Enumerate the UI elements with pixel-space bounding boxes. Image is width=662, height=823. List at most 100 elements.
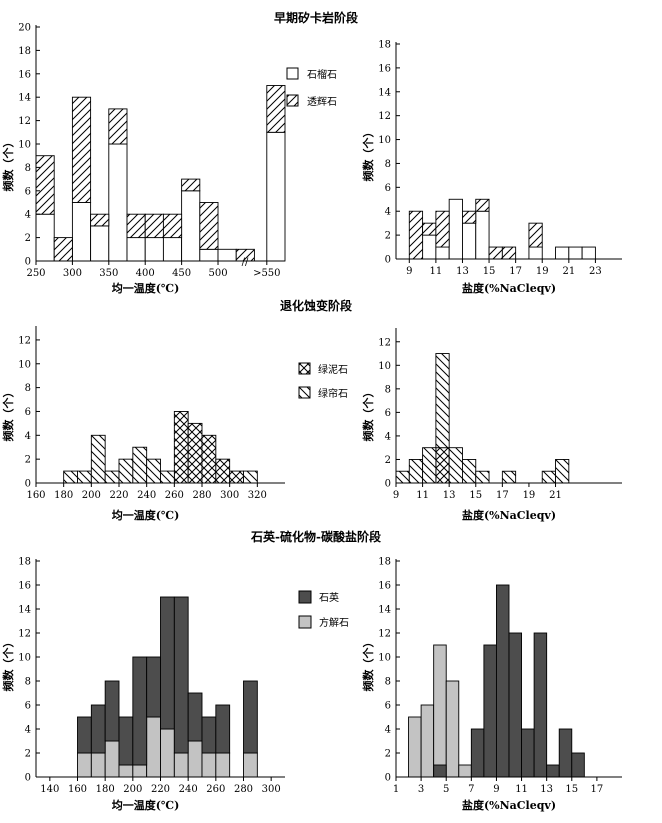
y-tick-label: 12 xyxy=(378,629,391,640)
y-tick-label: 6 xyxy=(25,701,31,712)
x-tick-label: 17 xyxy=(496,490,509,501)
x-tick-label: 17 xyxy=(591,784,604,795)
y-tick-label: 10 xyxy=(378,361,391,372)
legend-label-calcite: 方解石 xyxy=(319,616,349,629)
bar-绿帘石-200 xyxy=(90,434,106,484)
y-tick-label: 4 xyxy=(25,431,31,442)
y-tick-label: 16 xyxy=(378,581,391,592)
y-tick-label: 6 xyxy=(385,701,391,712)
y-tick-label: 6 xyxy=(25,407,31,418)
bar-透辉石-250 xyxy=(35,155,55,215)
y-tick-label: 4 xyxy=(25,210,31,221)
bar-石榴石-11 xyxy=(435,246,450,260)
bar-绿帘石-15 xyxy=(475,470,490,484)
bar-透辉石-9 xyxy=(408,210,424,260)
bar-方解石-280 xyxy=(243,752,258,778)
bar-透辉石-15 xyxy=(488,246,503,260)
bar-方解石-190 xyxy=(118,764,134,778)
bar-石英-230 xyxy=(173,596,189,754)
y-tick-label: 14 xyxy=(18,93,31,104)
bar-石榴石-375 xyxy=(126,237,146,262)
legend-label-garnet: 石榴石 xyxy=(307,68,337,81)
bar-透辉石-325 xyxy=(90,213,110,227)
bar-方解石-210 xyxy=(146,716,161,778)
x-tick-label: 300 xyxy=(63,268,82,279)
bar-石榴石-325 xyxy=(90,225,110,262)
x-tick-label: 21 xyxy=(549,490,562,501)
bar-透辉石-350 xyxy=(108,108,128,145)
bar-方解石-230 xyxy=(173,752,189,778)
x-tick-label: 400 xyxy=(136,268,155,279)
bar-绿帘石-210 xyxy=(104,470,120,484)
bar-方解石-6 xyxy=(458,764,472,778)
bar-绿帘石-180 xyxy=(63,470,78,484)
bar-方解石-3 xyxy=(420,704,435,778)
y-tick-label: 4 xyxy=(385,207,391,218)
x-axis-label: 均一温度(℃) xyxy=(112,508,180,522)
x-tick-label: 11 xyxy=(515,784,528,795)
x-axis-label: 盐度(%NaCleqv) xyxy=(462,508,556,522)
x-tick-label: 350 xyxy=(99,268,118,279)
y-tick-label: 0 xyxy=(385,255,391,266)
y-tick-label: 2 xyxy=(385,455,391,466)
x-tick-label: 23 xyxy=(589,266,602,277)
bar-石英-250 xyxy=(201,716,217,754)
y-tick-label: 10 xyxy=(18,140,31,151)
legend-swatch-garnet xyxy=(286,67,299,80)
x-tick-label: 15 xyxy=(565,784,578,795)
bar-透辉石-375 xyxy=(126,213,146,239)
legend-early: 石榴石 透辉石 xyxy=(286,67,337,108)
y-tick-label: 10 xyxy=(18,359,31,370)
y-tick-label: 0 xyxy=(25,773,31,784)
bar-石榴石-567 xyxy=(266,131,286,262)
bar-方解石-260 xyxy=(215,752,231,778)
y-tick-label: 14 xyxy=(378,605,391,616)
bar-石榴石-400 xyxy=(144,237,164,262)
y-tick-label: 12 xyxy=(18,116,31,127)
x-tick-label: 260 xyxy=(165,490,184,501)
bar-方解石-200 xyxy=(132,764,148,778)
y-tick-label: 6 xyxy=(385,408,391,419)
y-tick-label: 8 xyxy=(385,677,391,688)
y-tick-label: 6 xyxy=(385,183,391,194)
y-tick-label: 0 xyxy=(385,479,391,490)
y-tick-label: 10 xyxy=(378,653,391,664)
bar-透辉石-11 xyxy=(435,210,450,248)
x-tick-label: 220 xyxy=(151,784,170,795)
bar-石英-220 xyxy=(160,596,175,730)
y-tick-label: 10 xyxy=(378,135,391,146)
y-tick-label: 8 xyxy=(385,384,391,395)
x-tick-label: 280 xyxy=(234,784,253,795)
x-tick-label: 180 xyxy=(54,490,73,501)
bar-绿帘石-20 xyxy=(541,470,556,484)
y-tick-label: 16 xyxy=(18,581,31,592)
bar-绿帘石-17 xyxy=(501,470,517,484)
x-tick-label: 240 xyxy=(137,490,156,501)
bar-透辉石-425 xyxy=(162,213,183,239)
y-tick-label: 0 xyxy=(385,773,391,784)
bar-绿帘石-220 xyxy=(118,458,134,484)
y-tick-label: 8 xyxy=(25,163,31,174)
bar-石英-240 xyxy=(187,692,203,742)
bar-石英-14 xyxy=(558,728,573,778)
x-tick-label: 160 xyxy=(68,784,87,795)
y-tick-label: 12 xyxy=(378,111,391,122)
bar-绿帘石-12 xyxy=(435,353,450,449)
x-tick-label: 19 xyxy=(536,266,549,277)
bar-石榴石-450 xyxy=(181,190,201,262)
x-tick-label: 21 xyxy=(562,266,575,277)
bar-方解石-2 xyxy=(408,716,422,778)
bar-石英-11 xyxy=(521,728,535,778)
x-tick-label: 9 xyxy=(493,784,499,795)
bar-绿泥石-270 xyxy=(187,422,203,484)
bar-石榴石-425 xyxy=(162,237,183,262)
bar-石英-15 xyxy=(571,752,585,778)
bar-石榴石-14 xyxy=(475,210,490,260)
bar-石榴石-18 xyxy=(528,246,543,260)
y-axis-label: 频数（个） xyxy=(1,387,15,442)
y-tick-label: 4 xyxy=(385,431,391,442)
x-tick-label: 280 xyxy=(192,490,211,501)
bar-石英-9 xyxy=(495,584,510,778)
bar-绿泥石-260 xyxy=(173,411,189,484)
